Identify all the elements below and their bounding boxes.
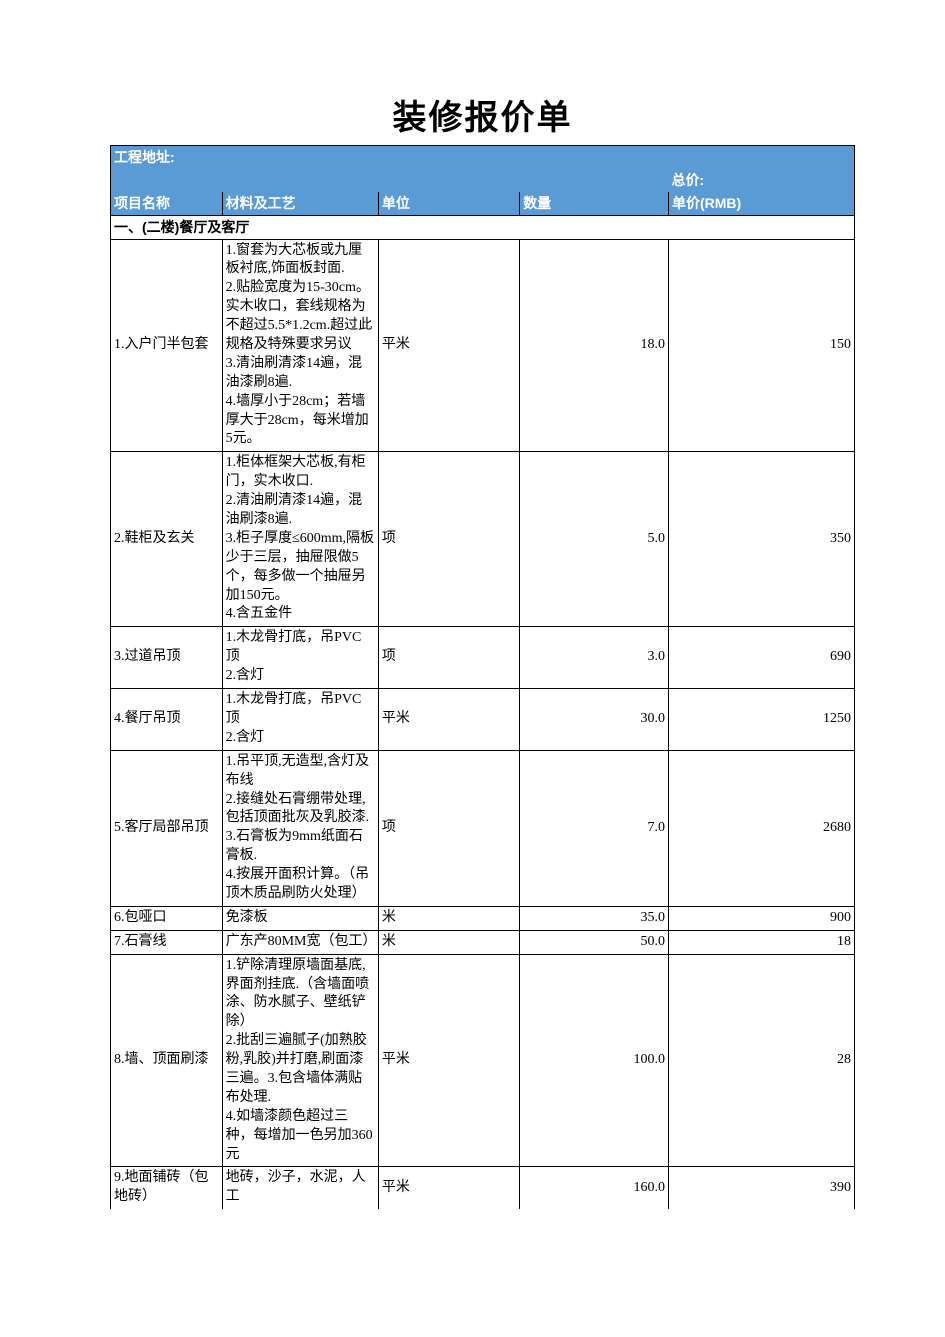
cell-unit: 平米 xyxy=(378,239,519,452)
cell-unit: 项 xyxy=(378,627,519,689)
cell-qty: 18.0 xyxy=(520,239,669,452)
cell-name: 5.客厅局部吊顶 xyxy=(111,750,223,906)
cell-name: 3.过道吊顶 xyxy=(111,627,223,689)
section-heading: 一、(二楼)餐厅及客厅 xyxy=(111,215,855,239)
cell-price: 2680 xyxy=(668,750,854,906)
cell-qty: 30.0 xyxy=(520,689,669,751)
cell-qty: 50.0 xyxy=(520,930,669,954)
cell-name: 6.包哑口 xyxy=(111,906,223,930)
cell-desc: 地砖，沙子，水泥，人工 xyxy=(222,1167,378,1209)
table-row: 2.鞋柜及玄关1.柜体框架大芯板,有柜门，实木收口.2.清油刷清漆14遍，混油刷… xyxy=(111,452,855,627)
cell-price: 350 xyxy=(668,452,854,627)
col-unit: 单位 xyxy=(378,192,519,215)
total-row: 总价: xyxy=(111,169,855,192)
table-row: 9.地面铺砖（包地砖）地砖，沙子，水泥，人工平米160.0390 xyxy=(111,1167,855,1209)
cell-qty: 3.0 xyxy=(520,627,669,689)
cell-unit: 平米 xyxy=(378,1167,519,1209)
column-header-row: 项目名称 材料及工艺 单位 数量 单价(RMB) xyxy=(111,192,855,215)
table-row: 1.入户门半包套1.窗套为大芯板或九厘板衬底,饰面板封面.2.贴脸宽度为15-3… xyxy=(111,239,855,452)
section-row: 一、(二楼)餐厅及客厅 xyxy=(111,215,855,239)
total-price-label: 总价: xyxy=(668,169,854,192)
cell-qty: 5.0 xyxy=(520,452,669,627)
cell-unit: 平米 xyxy=(378,689,519,751)
page-title: 装修报价单 xyxy=(110,90,855,139)
cell-unit: 平米 xyxy=(378,954,519,1167)
cell-desc: 1.柜体框架大芯板,有柜门，实木收口.2.清油刷清漆14遍，混油刷漆8遍.3.柜… xyxy=(222,452,378,627)
cell-price: 1250 xyxy=(668,689,854,751)
cell-unit: 米 xyxy=(378,930,519,954)
cell-unit: 项 xyxy=(378,452,519,627)
cell-price: 28 xyxy=(668,954,854,1167)
cell-price: 690 xyxy=(668,627,854,689)
col-material: 材料及工艺 xyxy=(222,192,378,215)
cell-name: 4.餐厅吊顶 xyxy=(111,689,223,751)
table-row: 6.包哑口免漆板米35.0900 xyxy=(111,906,855,930)
quote-table: 工程地址: 总价: 项目名称 材料及工艺 单位 数量 单价(RMB) 一、(二楼… xyxy=(110,145,855,1209)
table-row: 7.石膏线广东产80MM宽（包工）米50.018 xyxy=(111,930,855,954)
cell-desc: 广东产80MM宽（包工） xyxy=(222,930,378,954)
project-address-label: 工程地址: xyxy=(111,146,223,169)
cell-price: 900 xyxy=(668,906,854,930)
cell-desc: 1.窗套为大芯板或九厘板衬底,饰面板封面.2.贴脸宽度为15-30cm。实木收口… xyxy=(222,239,378,452)
project-address-value xyxy=(222,146,378,169)
cell-price: 150 xyxy=(668,239,854,452)
address-row: 工程地址: xyxy=(111,146,855,169)
cell-desc: 免漆板 xyxy=(222,906,378,930)
cell-qty: 160.0 xyxy=(520,1167,669,1209)
cell-desc: 1.木龙骨打底，吊PVC顶2.含灯 xyxy=(222,627,378,689)
cell-qty: 35.0 xyxy=(520,906,669,930)
table-row: 3.过道吊顶1.木龙骨打底，吊PVC顶2.含灯项3.0690 xyxy=(111,627,855,689)
col-qty: 数量 xyxy=(520,192,669,215)
col-project-name: 项目名称 xyxy=(111,192,223,215)
col-price: 单价(RMB) xyxy=(668,192,854,215)
cell-unit: 米 xyxy=(378,906,519,930)
cell-price: 18 xyxy=(668,930,854,954)
cell-desc: 1.吊平顶,无造型,含灯及布线2.接缝处石膏绷带处理,包括顶面批灰及乳胶漆.3.… xyxy=(222,750,378,906)
cell-desc: 1.铲除清理原墙面基底,界面剂挂底.（含墙面喷涂、防水腻子、壁纸铲除）2.批刮三… xyxy=(222,954,378,1167)
cell-name: 2.鞋柜及玄关 xyxy=(111,452,223,627)
cell-unit: 项 xyxy=(378,750,519,906)
cell-name: 1.入户门半包套 xyxy=(111,239,223,452)
cell-qty: 7.0 xyxy=(520,750,669,906)
cell-name: 8.墙、顶面刷漆 xyxy=(111,954,223,1167)
table-row: 4.餐厅吊顶1.木龙骨打底，吊PVC顶2.含灯平米30.01250 xyxy=(111,689,855,751)
table-row: 8.墙、顶面刷漆1.铲除清理原墙面基底,界面剂挂底.（含墙面喷涂、防水腻子、壁纸… xyxy=(111,954,855,1167)
cell-desc: 1.木龙骨打底，吊PVC顶2.含灯 xyxy=(222,689,378,751)
cell-qty: 100.0 xyxy=(520,954,669,1167)
table-row: 5.客厅局部吊顶1.吊平顶,无造型,含灯及布线2.接缝处石膏绷带处理,包括顶面批… xyxy=(111,750,855,906)
cell-name: 9.地面铺砖（包地砖） xyxy=(111,1167,223,1209)
cell-price: 390 xyxy=(668,1167,854,1209)
cell-name: 7.石膏线 xyxy=(111,930,223,954)
